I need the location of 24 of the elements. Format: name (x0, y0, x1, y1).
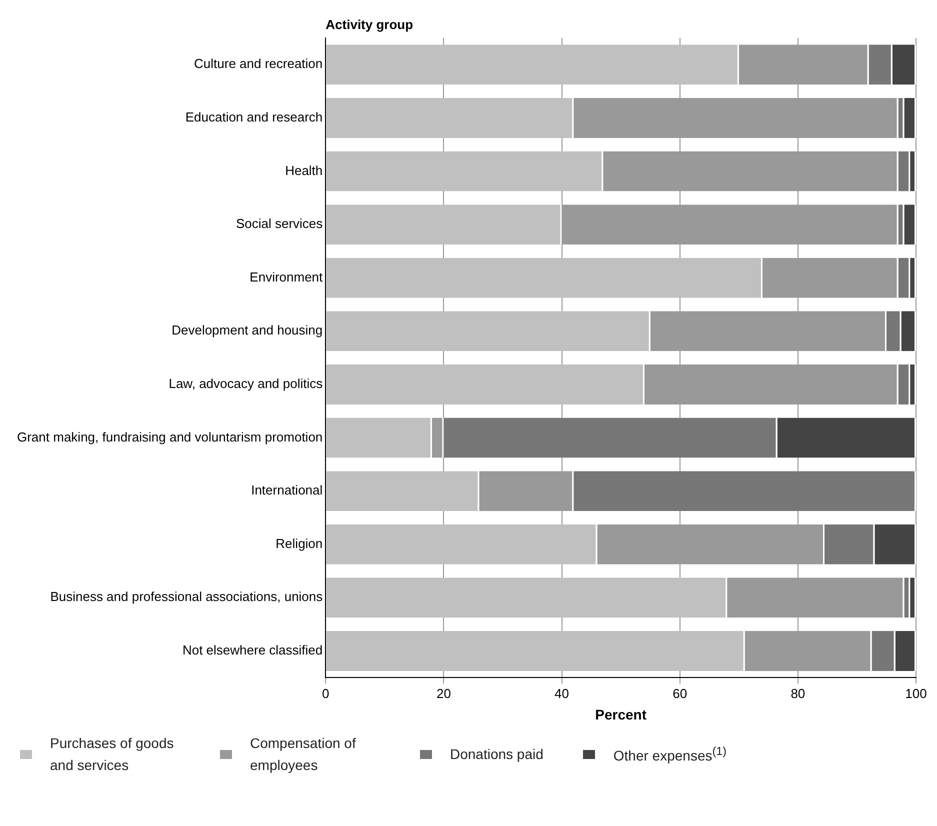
y-tick-label: Social services (236, 216, 324, 232)
y-tick-label: Culture and recreation (194, 56, 323, 72)
x-tick-label: 100 (905, 686, 927, 701)
x-tick-label: 40 (554, 686, 570, 701)
y-tick-label: Business and professional associations, unions (50, 589, 324, 604)
legend-label: Donations paid (450, 745, 544, 764)
x-tick-label: 0 (322, 686, 330, 701)
x-tick-label: 20 (436, 686, 451, 701)
y-tick-label: Development and housing (172, 322, 323, 338)
y-tick-label: Grant making, fundraising and voluntarism promotion (16, 429, 323, 444)
y-tick-label: Environment (250, 269, 324, 284)
y-tick-label: Law, advocacy and politics (168, 376, 324, 392)
y-tick-label: Not elsewhere classified (182, 642, 323, 658)
y-tick-label: Education and research (185, 110, 323, 125)
x-tick-label: 60 (672, 686, 688, 701)
x-axis-title: Percent (595, 706, 647, 722)
y-axis-title: Activity group (326, 17, 414, 32)
y-tick-label: Religion (276, 536, 323, 551)
y-tick-label: Health (285, 162, 323, 178)
legend-label: Compensation of employees (250, 734, 357, 775)
x-tick-label: 80 (790, 686, 806, 701)
y-tick-label: International (251, 482, 323, 498)
legend-label: Purchases of goods and services (50, 734, 175, 775)
legend-label: Other expenses$^{(1)}$ (613, 744, 726, 766)
